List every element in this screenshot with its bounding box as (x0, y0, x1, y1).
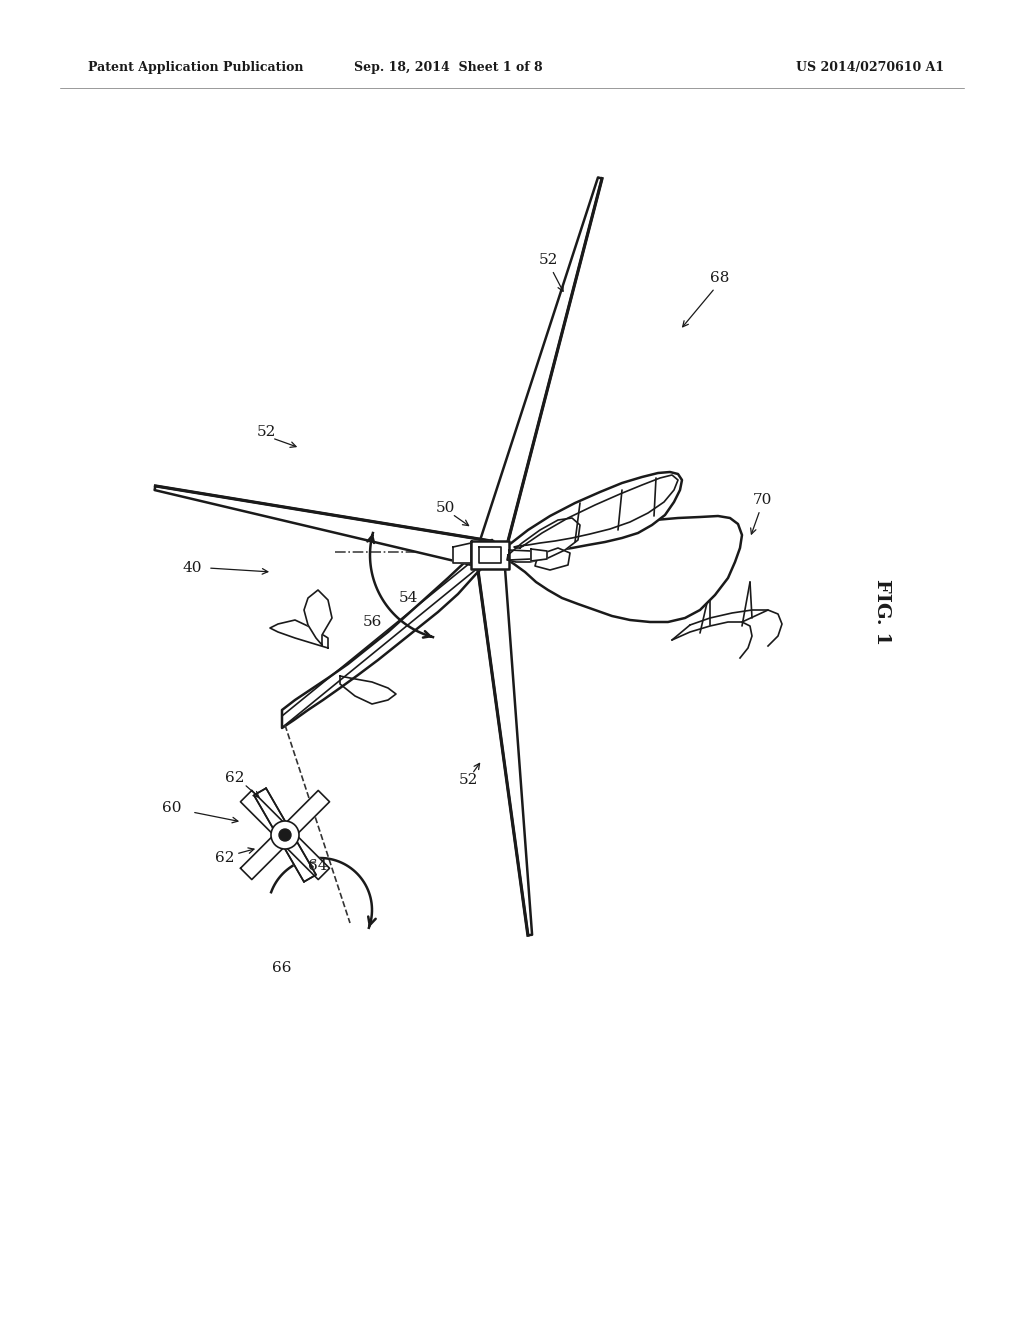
Text: 70: 70 (753, 492, 772, 507)
Text: US 2014/0270610 A1: US 2014/0270610 A1 (796, 62, 944, 74)
Text: 52: 52 (539, 253, 558, 267)
Polygon shape (241, 791, 330, 879)
Polygon shape (507, 517, 580, 562)
Polygon shape (282, 540, 492, 729)
Text: 68: 68 (711, 271, 730, 285)
Polygon shape (340, 676, 396, 704)
Polygon shape (453, 543, 471, 564)
Polygon shape (241, 791, 330, 879)
Polygon shape (535, 548, 570, 570)
Circle shape (271, 821, 299, 849)
Text: Patent Application Publication: Patent Application Publication (88, 62, 303, 74)
Text: Sep. 18, 2014  Sheet 1 of 8: Sep. 18, 2014 Sheet 1 of 8 (353, 62, 543, 74)
Polygon shape (498, 516, 742, 622)
Text: 62: 62 (225, 771, 245, 785)
Polygon shape (476, 177, 602, 558)
Text: 40: 40 (182, 561, 202, 576)
Polygon shape (254, 788, 316, 882)
Text: 52: 52 (256, 425, 275, 440)
Polygon shape (254, 788, 316, 882)
Text: 52: 52 (459, 774, 477, 787)
Polygon shape (479, 546, 501, 564)
Polygon shape (304, 590, 332, 645)
Text: 60: 60 (162, 801, 181, 814)
Polygon shape (471, 541, 509, 569)
Circle shape (279, 829, 291, 841)
Polygon shape (509, 550, 531, 560)
Polygon shape (155, 486, 493, 569)
Polygon shape (270, 620, 328, 648)
Text: 66: 66 (272, 961, 292, 975)
Text: 54: 54 (398, 591, 418, 605)
Text: 62: 62 (215, 851, 234, 865)
Text: FIG. 1: FIG. 1 (873, 579, 891, 645)
Polygon shape (531, 549, 547, 561)
Text: 64: 64 (308, 859, 328, 873)
Polygon shape (514, 475, 678, 548)
Text: 56: 56 (362, 615, 382, 630)
Text: 50: 50 (435, 502, 455, 515)
Polygon shape (476, 553, 532, 935)
Polygon shape (498, 473, 682, 554)
